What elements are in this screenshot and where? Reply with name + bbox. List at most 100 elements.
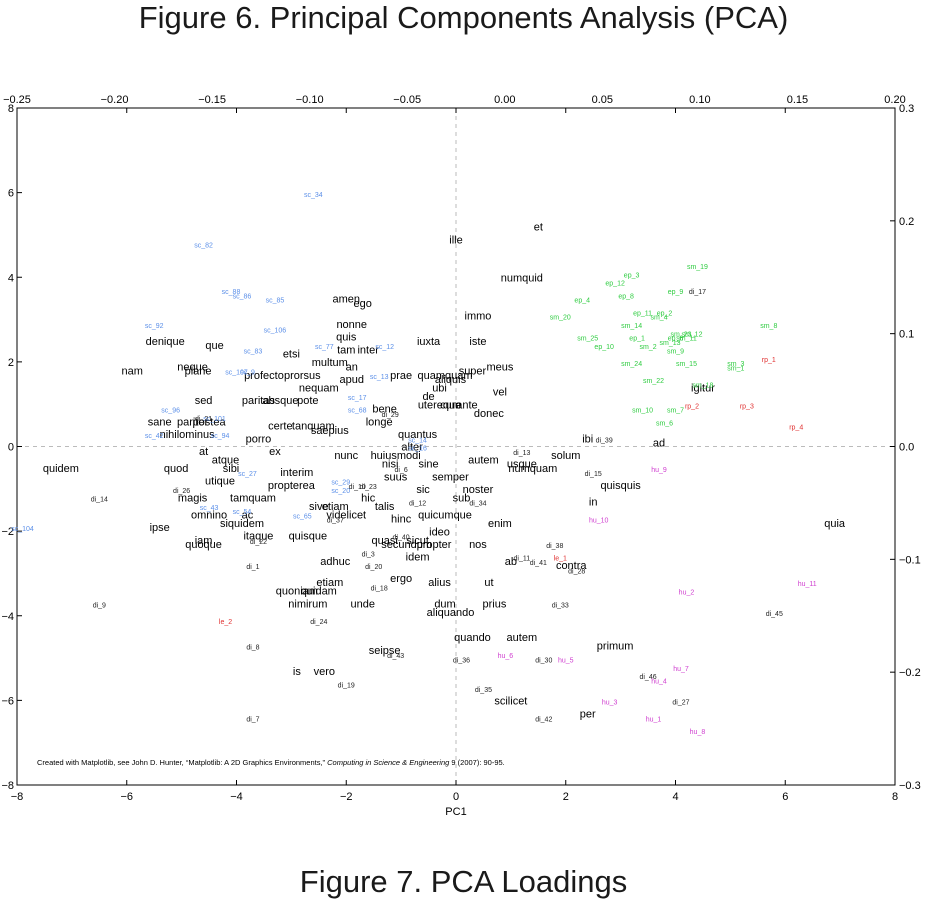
word-loading-label: propterea (268, 480, 316, 492)
word-loading-label: cum (440, 399, 461, 411)
word-loading-label: quis (336, 332, 357, 344)
document-score-label: di_15 (585, 471, 602, 478)
document-score-label: sm_11 (676, 336, 697, 343)
document-score-label: sm_19 (687, 264, 708, 271)
document-score-label: sc_107 (225, 370, 248, 377)
y-tick-label: 0 (8, 442, 14, 454)
word-loading-label: seipse (369, 645, 401, 657)
word-loading-label: utique (205, 476, 235, 488)
document-score-label: sm_3 (727, 361, 744, 368)
word-loading-label: ergo (390, 573, 412, 585)
document-score-label: le_2 (219, 619, 232, 626)
document-score-label: sm_13 (660, 340, 681, 347)
x-tick-label: −2 (340, 791, 353, 803)
word-loading-label: nihilominus (160, 429, 216, 441)
document-score-label: sm_14 (621, 323, 642, 330)
word-loading-label: is (293, 666, 301, 678)
word-loading-label: vel (493, 387, 507, 399)
right-tick-label: 0.1 (899, 329, 914, 341)
word-loading-label: saepius (311, 425, 349, 437)
word-loading-label: sive (309, 501, 329, 513)
word-loading-label: etsi (283, 349, 300, 361)
word-loading-label: pariter (177, 416, 209, 428)
document-score-label: rp_1 (762, 357, 776, 364)
document-score-label: le_1 (554, 556, 567, 563)
word-loading-label: pote (297, 395, 318, 407)
word-loading-label: solum (551, 450, 580, 462)
document-score-label: di_41 (530, 560, 547, 567)
word-loading-label: iuxta (417, 336, 441, 348)
document-score-label: di_37 (327, 518, 344, 525)
document-score-label: hu_1 (646, 717, 662, 724)
word-loading-label: absque (262, 395, 298, 407)
document-score-label: sm_12 (681, 331, 702, 338)
word-loading-label: ubi (432, 382, 447, 394)
word-loading-label: ac (242, 509, 254, 521)
word-loading-label: itaque (243, 531, 273, 543)
word-loading-label: sine (418, 459, 438, 471)
document-score-label: di_30 (535, 657, 552, 664)
word-loading-label: in (589, 497, 598, 509)
word-loading-label: noster (463, 484, 494, 496)
word-loading-label: sane (148, 416, 172, 428)
word-loading-label: super (459, 366, 487, 378)
word-loading-label: ibi (582, 433, 593, 445)
document-score-label: hu_4 (651, 678, 667, 685)
word-loading-label: iam (195, 535, 213, 547)
right-tick-label: −0.3 (899, 780, 921, 792)
word-loading-label: neque (177, 361, 208, 373)
y-tick-label: 6 (8, 188, 14, 200)
document-score-label: di_12 (409, 501, 426, 508)
word-loading-label: porro (246, 433, 272, 445)
document-score-label: ep_9 (668, 289, 684, 296)
y-tick-label: 2 (8, 357, 14, 369)
document-score-label: di_6 (395, 467, 408, 474)
word-loading-label: tanquam (292, 421, 335, 433)
word-loading-label: tam (337, 344, 355, 356)
credit-citation: 9 (2007): 90-95. (449, 758, 504, 767)
document-score-label: di_40 (393, 535, 410, 542)
document-score-label: di_10 (349, 484, 366, 491)
x-tick-label: 0 (453, 791, 459, 803)
top-tick-label: 0.00 (494, 94, 515, 106)
word-loading-label: adhuc (320, 556, 350, 568)
word-loading-label: paritas (242, 395, 276, 407)
y-tick-label: 8 (8, 103, 14, 115)
document-score-label: hu_7 (673, 666, 689, 673)
word-loading-label: donec (474, 408, 504, 420)
word-loading-label: etiam (322, 501, 349, 513)
word-loading-label: quod (164, 463, 188, 475)
document-score-label: di_43 (387, 653, 404, 660)
document-score-label: sm_18 (692, 382, 713, 389)
document-score-label: sc_68 (348, 408, 367, 415)
document-score-label: sm_6 (656, 420, 673, 427)
word-loading-label: magis (178, 493, 208, 505)
word-loading-label: an (346, 361, 358, 373)
word-loading-label: sed (195, 395, 213, 407)
word-loading-label: videlicet (326, 509, 366, 521)
document-score-label: di_45 (766, 611, 783, 618)
word-loading-label: nequam (299, 382, 339, 394)
word-loading-label: quia (824, 518, 846, 530)
x-tick-label: 6 (782, 791, 788, 803)
word-loading-label: ille (449, 234, 462, 246)
document-score-label: sc_94 (211, 433, 230, 440)
word-loading-label: ante (456, 399, 477, 411)
word-loading-label: quicumque (418, 509, 472, 521)
document-score-label: sc_13 (370, 374, 389, 381)
word-loading-label: huiusmodi (371, 450, 421, 462)
word-loading-label: talis (375, 501, 395, 513)
right-tick-label: −0.1 (899, 554, 921, 566)
word-loading-label: sub (453, 493, 471, 505)
document-score-label: ep_2 (657, 310, 673, 317)
word-loading-label: longe (366, 416, 393, 428)
word-loading-label: quoque (185, 539, 222, 551)
document-score-label: hu_6 (498, 653, 514, 660)
document-score-label: ep_1 (629, 336, 645, 343)
word-loading-label: suus (384, 471, 408, 483)
document-score-label: di_18 (371, 585, 388, 592)
word-loading-label: sicut (406, 535, 429, 547)
word-loading-label: hinc (391, 514, 412, 526)
word-loading-label: usque (507, 459, 537, 471)
word-loading-label: que (205, 340, 223, 352)
